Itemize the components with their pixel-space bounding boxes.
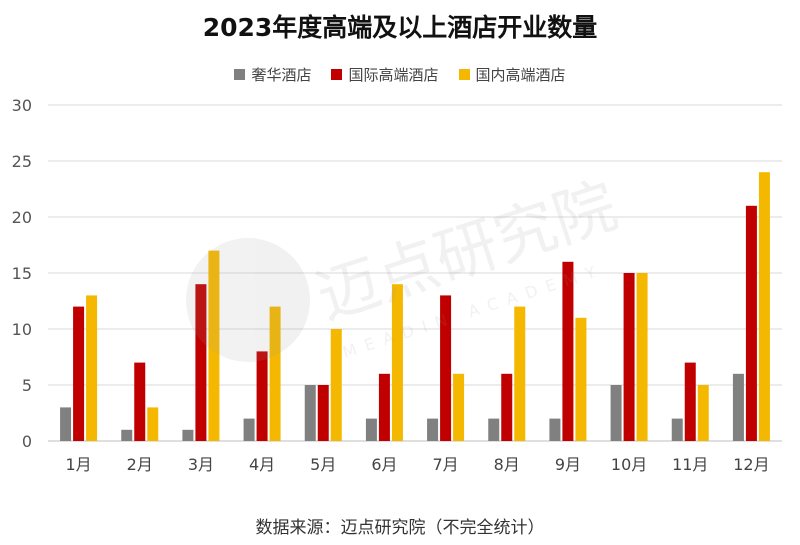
x-tick-label: 9月 xyxy=(555,455,581,474)
bar xyxy=(440,295,452,441)
bar xyxy=(453,373,465,441)
x-tick-label: 8月 xyxy=(494,455,520,474)
y-tick-label: 15 xyxy=(12,264,32,283)
bar xyxy=(671,418,683,441)
x-tick-label: 12月 xyxy=(733,455,769,474)
x-tick-label: 3月 xyxy=(188,455,214,474)
x-tick-label: 10月 xyxy=(611,455,647,474)
bar xyxy=(73,306,85,441)
bar xyxy=(208,250,220,441)
x-tick-label: 1月 xyxy=(65,455,91,474)
legend-label-luxury: 奢华酒店 xyxy=(251,66,312,84)
x-tick-label: 2月 xyxy=(127,455,153,474)
bar xyxy=(317,385,329,441)
bar xyxy=(60,407,72,441)
bar xyxy=(330,329,342,441)
legend-swatch-domestic xyxy=(458,69,470,80)
bar xyxy=(134,362,146,441)
bar xyxy=(304,385,316,441)
chart-title: 2023年度高端及以上酒店开业数量 xyxy=(202,13,598,42)
legend-item-international: 国际高端酒店 xyxy=(331,64,439,85)
bar xyxy=(549,418,561,441)
x-tick-label: 7月 xyxy=(432,455,458,474)
legend-swatch-international xyxy=(331,69,343,80)
bar xyxy=(147,407,159,441)
x-tick-label: 11月 xyxy=(672,455,708,474)
y-tick-label: 5 xyxy=(22,376,32,395)
bar xyxy=(636,273,648,441)
bar xyxy=(256,351,268,441)
bar xyxy=(182,429,194,441)
bar xyxy=(195,284,207,441)
bar xyxy=(610,385,622,441)
bar xyxy=(697,385,709,441)
bar xyxy=(575,317,587,441)
bar xyxy=(243,418,255,441)
x-tick-label: 6月 xyxy=(371,455,397,474)
bar xyxy=(365,418,377,441)
source-note: 数据来源：迈点研究院（不完全统计） xyxy=(255,518,545,538)
x-tick-label: 5月 xyxy=(310,455,336,474)
bar xyxy=(562,261,574,441)
bar xyxy=(121,429,133,441)
bar xyxy=(391,284,403,441)
bar xyxy=(732,373,744,441)
chart-legend: 奢华酒店 国际高端酒店 国内高端酒店 xyxy=(0,64,800,85)
legend-item-domestic: 国内高端酒店 xyxy=(458,64,566,85)
y-tick-label: 20 xyxy=(12,208,32,227)
bar xyxy=(745,205,757,441)
legend-swatch-luxury xyxy=(234,69,246,80)
bar xyxy=(623,273,635,441)
legend-label-international: 国际高端酒店 xyxy=(348,66,439,84)
bar xyxy=(501,373,513,441)
bar xyxy=(269,306,281,441)
bar xyxy=(488,418,500,441)
bar xyxy=(758,172,770,441)
y-tick-label: 25 xyxy=(12,152,32,171)
y-tick-label: 0 xyxy=(22,432,32,451)
bar xyxy=(684,362,696,441)
bar xyxy=(427,418,439,441)
bar xyxy=(514,306,526,441)
bar xyxy=(378,373,390,441)
legend-item-luxury: 奢华酒店 xyxy=(234,64,311,85)
legend-label-domestic: 国内高端酒店 xyxy=(475,66,566,84)
x-tick-label: 4月 xyxy=(249,455,275,474)
y-tick-label: 10 xyxy=(12,320,32,339)
y-tick-label: 30 xyxy=(12,96,32,115)
bar xyxy=(86,295,98,441)
